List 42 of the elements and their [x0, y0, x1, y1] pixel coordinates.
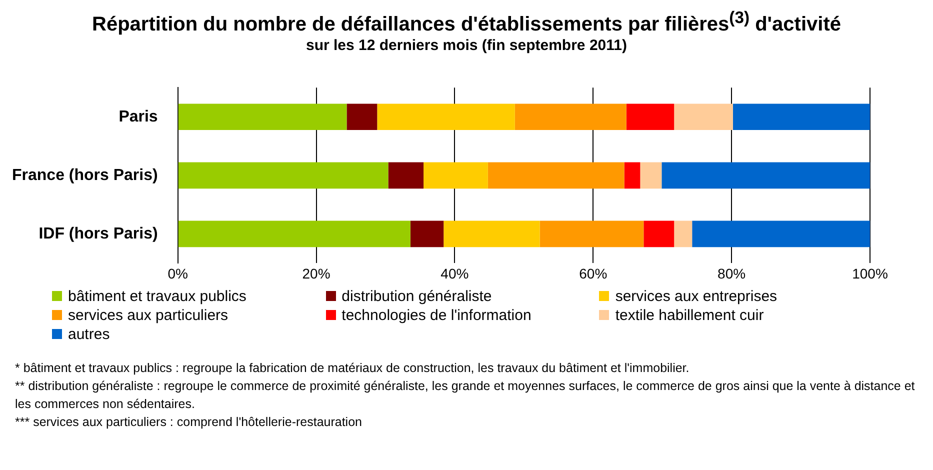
x-tick-label: 100% [852, 265, 888, 282]
legend-label: technologies de l'information [342, 306, 532, 324]
bar [178, 220, 410, 247]
bar [444, 220, 540, 247]
text: * bâtiment et travaux publics : regroupe la fabrication de matériaux de construction, les travaux du bâtiment et l'immobilier. [15, 360, 690, 377]
bar [346, 103, 378, 130]
chart-title: Répartition du nombre de défaillances d'établissements par filières$^{(3)}$ d'activité [91, 8, 842, 37]
bar [178, 162, 388, 188]
bar [540, 220, 644, 247]
legend-label: distribution généraliste [342, 288, 492, 305]
chart-subtitle: sur les 12 derniers mois (fin septembre 2011) [305, 36, 628, 54]
bar [640, 162, 662, 188]
legend-label: services aux particuliers [68, 306, 228, 324]
bar [674, 220, 692, 247]
bar [514, 103, 626, 130]
y-tick-label: Paris [118, 108, 158, 125]
bar [424, 162, 488, 188]
bar [644, 220, 674, 247]
bar [626, 103, 674, 130]
x-tick-label: 60% [579, 265, 608, 282]
y-tick-label: IDF (hors Paris) [38, 224, 158, 242]
bar [410, 220, 444, 247]
legend-label: services aux entreprises [615, 288, 778, 305]
bar [388, 162, 424, 188]
bar [732, 103, 870, 130]
legend-label: autres [68, 326, 110, 343]
bar [662, 162, 870, 188]
text: ** distribution généraliste : regroupe le commerce de proximité généraliste, les grande et moyennes surfaces, le commerce de gros ainsi que la vente à distance et les commerces non sédentaires. [15, 378, 916, 413]
bar [488, 162, 624, 188]
x-tick-label: 20% [302, 265, 330, 282]
text: *** services aux particuliers : comprend l'hôtellerie-restauration [15, 414, 363, 431]
y-tick-label: France (hors Paris) [12, 166, 158, 184]
bar [377, 103, 515, 130]
legend-label: textile habillement cuir [615, 306, 764, 324]
x-tick-label: 40% [440, 265, 469, 282]
legend-label: bâtiment et travaux publics [68, 288, 246, 305]
bar [624, 162, 640, 188]
x-tick-label: 0% [168, 265, 188, 282]
x-tick-label: 80% [718, 265, 746, 282]
bar [178, 103, 347, 130]
bar [692, 220, 870, 247]
bar [674, 103, 733, 130]
